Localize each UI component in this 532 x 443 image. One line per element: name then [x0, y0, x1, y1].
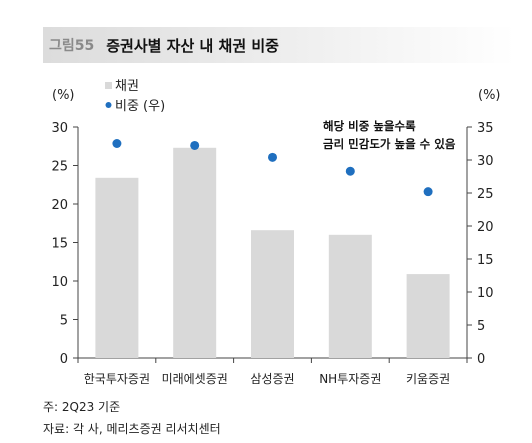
bar — [95, 177, 139, 358]
legend-bar-label: 채권 — [115, 79, 139, 94]
figure-title: 증권사별 자산 내 채권 비중 — [106, 36, 279, 55]
y-left-tick-label: 25 — [51, 160, 68, 175]
y-right-tick-label: 35 — [477, 121, 494, 136]
y-left-tick-label: 0 — [60, 352, 68, 367]
y-right-unit: (%) — [478, 88, 501, 103]
scatter-point — [112, 139, 122, 148]
x-tick-label: 한국투자증권 — [84, 372, 150, 386]
legend-point-swatch — [105, 102, 112, 108]
scatter-point — [190, 140, 200, 150]
source-note: 자료: 각 사, 메리츠증권 리서치센터 — [43, 422, 221, 436]
y-right-tick-label: 25 — [477, 187, 494, 202]
annotation-line: 해당 비중 높을수록 — [323, 119, 416, 133]
x-tick-label: NH투자증권 — [319, 372, 381, 386]
legend-bar-swatch — [105, 82, 112, 89]
y-right-tick-label: 5 — [477, 319, 485, 334]
footnote: 주: 2Q23 기준 — [43, 400, 121, 414]
bar — [328, 234, 372, 358]
y-left-tick-label: 10 — [51, 275, 68, 290]
y-left-tick-label: 20 — [51, 198, 68, 213]
scatter-point — [345, 166, 355, 176]
bar — [406, 274, 450, 358]
y-left-tick-label: 5 — [60, 314, 68, 329]
y-right-tick-label: 0 — [477, 352, 485, 367]
bar — [251, 230, 294, 358]
x-tick-label: 삼성증권 — [250, 372, 294, 386]
scatter-point — [423, 187, 433, 197]
figure-title-bar: 그림55 증권사별 자산 내 채권 비중 — [43, 27, 515, 63]
legend-point-label: 비중 (우) — [115, 99, 165, 114]
x-tick-label: 미래에셋증권 — [162, 372, 228, 386]
y-left-unit: (%) — [52, 88, 75, 103]
y-right-tick-label: 15 — [477, 253, 494, 268]
y-right-tick-label: 30 — [477, 154, 494, 169]
scatter-point — [268, 152, 277, 162]
x-tick-label: 키움증권 — [406, 372, 450, 386]
y-right-tick-label: 20 — [477, 220, 494, 235]
annotation-line: 금리 민감도가 높을 수 있음 — [323, 137, 456, 151]
y-left-tick-label: 30 — [51, 121, 68, 136]
figure-number: 그림55 — [49, 38, 95, 54]
y-left-tick-label: 15 — [51, 237, 68, 252]
y-right-tick-label: 10 — [477, 286, 494, 301]
bar — [173, 147, 217, 358]
